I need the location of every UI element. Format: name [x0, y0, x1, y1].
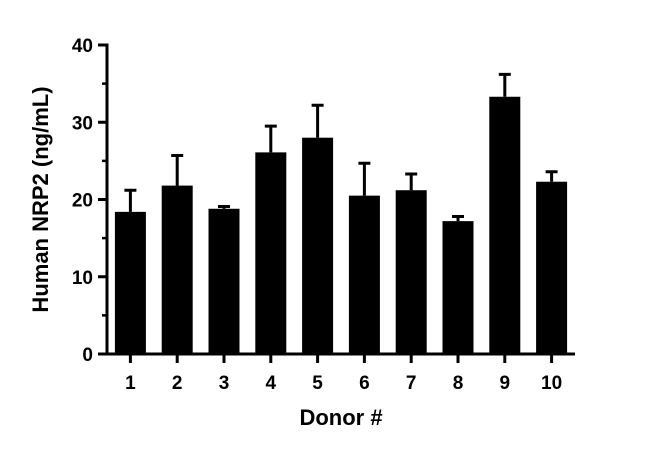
y-tick-label: 10: [72, 268, 93, 289]
bar-donor-1: [114, 211, 146, 354]
bar-donor-9: [489, 96, 521, 354]
x-tick-label-donor-8: 8: [453, 373, 464, 394]
y-ticks-group: 0 10 20 30 40: [72, 36, 107, 366]
y-tick-label: 30: [72, 113, 93, 134]
y-tick-label: 0: [82, 345, 93, 366]
bar-donor-8: [442, 221, 474, 354]
y-tick-label: 20: [72, 191, 93, 212]
x-tick-label-donor-9: 9: [500, 373, 511, 394]
x-tick-label-donor-6: 6: [359, 373, 370, 394]
x-ticks-group: 1 2 3 4 5 6 7 8 9 10: [125, 354, 562, 394]
x-tick-label-donor-2: 2: [172, 373, 183, 394]
bars-group: [114, 96, 568, 354]
error-bar-donor-7: [405, 172, 418, 191]
x-tick-label-donor-5: 5: [312, 373, 323, 394]
x-tick-label-donor-3: 3: [219, 373, 230, 394]
bar-donor-10: [536, 181, 568, 354]
x-axis-title: Donor #: [299, 405, 382, 430]
bar-donor-2: [161, 185, 193, 354]
bar-donor-7: [395, 190, 427, 354]
bar-donor-6: [348, 195, 380, 354]
error-bars-group: [124, 72, 558, 222]
error-bar-donor-8: [452, 214, 464, 222]
y-axis-title: Human NRP2 (ng/mL): [28, 86, 53, 312]
error-bar-donor-10: [545, 170, 558, 182]
error-bar-donor-4: [264, 124, 277, 153]
bar-donor-4: [255, 152, 287, 354]
x-tick-label-donor-7: 7: [406, 373, 417, 394]
x-tick-label-donor-4: 4: [266, 373, 277, 394]
error-bar-donor-3: [218, 204, 230, 209]
bar-donor-3: [208, 208, 240, 354]
error-bar-donor-9: [498, 72, 511, 97]
bar-donor-5: [302, 137, 334, 354]
error-bar-donor-5: [311, 103, 324, 138]
error-bar-donor-6: [358, 161, 371, 196]
x-tick-label-donor-10: 10: [541, 373, 562, 394]
x-tick-label-donor-1: 1: [125, 373, 136, 394]
error-bar-donor-2: [171, 153, 184, 186]
error-bar-donor-1: [124, 188, 137, 212]
y-tick-label: 40: [72, 36, 93, 57]
